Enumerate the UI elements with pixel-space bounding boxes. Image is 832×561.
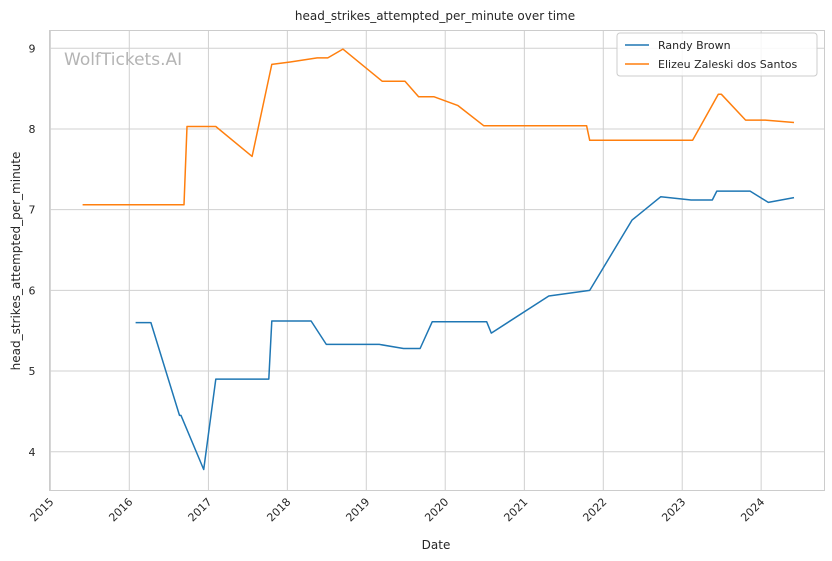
plot-frame (49, 30, 825, 491)
y-tick-label: 5 (29, 365, 36, 378)
y-axis-label: head_strikes_attempted_per_minute (9, 152, 23, 371)
y-tick-label: 6 (29, 284, 36, 297)
grid-lines (49, 30, 825, 491)
y-tick-label: 7 (29, 204, 36, 217)
chart-title: head_strikes_attempted_per_minute over t… (295, 9, 575, 23)
legend: Randy Brown Elizeu Zaleski dos Santos (616, 32, 818, 77)
legend-box (616, 32, 818, 77)
legend-label-series-1: Randy Brown (658, 39, 731, 52)
y-tick-label: 9 (29, 42, 36, 55)
series-lines (82, 48, 795, 471)
legend-label-series-2: Elizeu Zaleski dos Santos (658, 58, 798, 71)
x-axis-label: Date (422, 538, 451, 552)
y-tick-label: 4 (29, 446, 36, 459)
series-line-1 (135, 190, 795, 471)
watermark: WolfTickets.AI (64, 50, 182, 70)
series-line-2 (82, 48, 795, 206)
y-tick-label: 8 (29, 123, 36, 136)
